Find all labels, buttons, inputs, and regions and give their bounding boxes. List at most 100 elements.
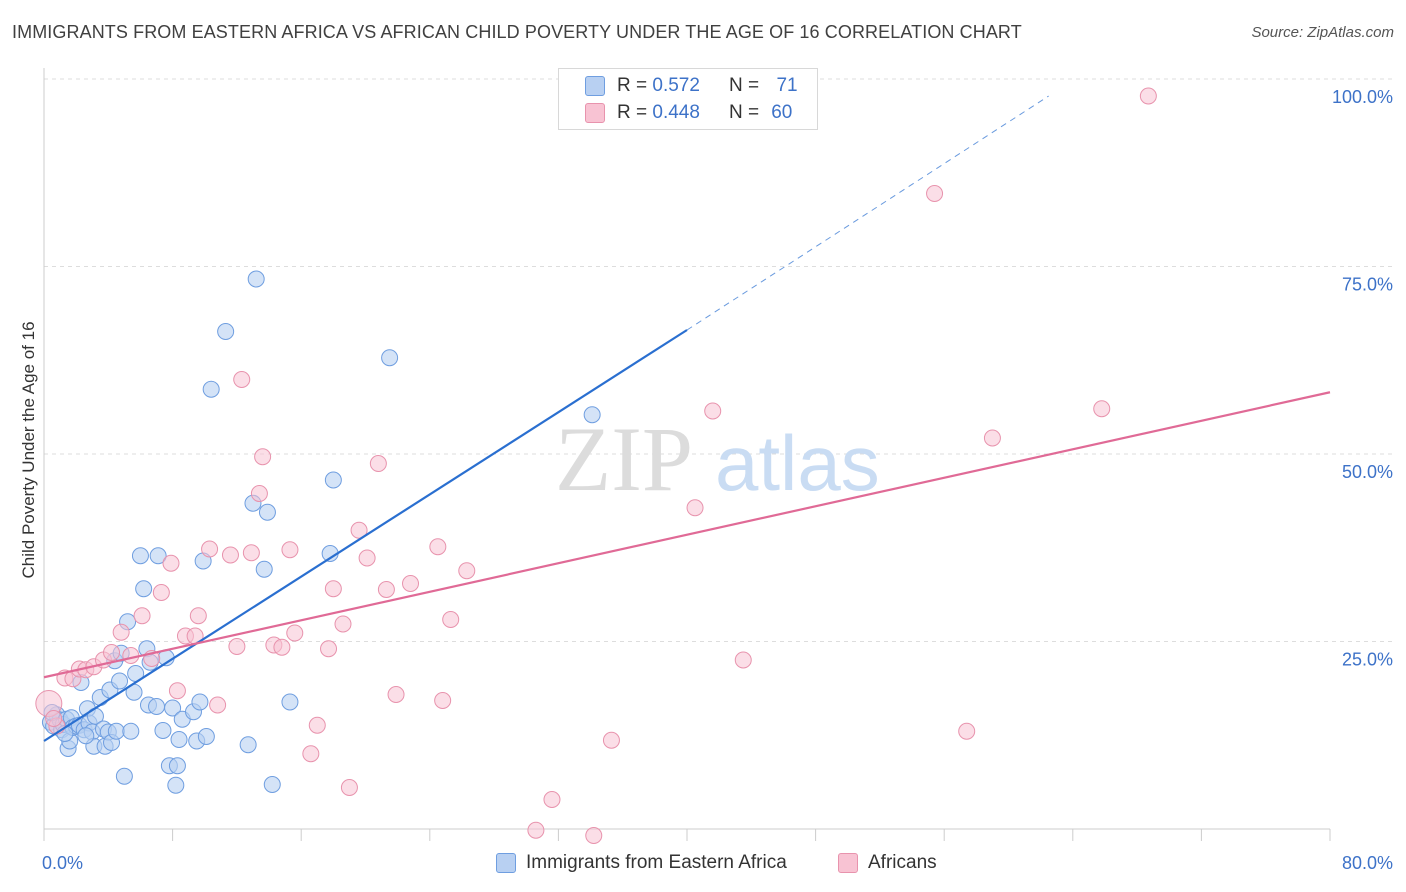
r-label: R = [617,75,648,96]
data-point-eastern-africa [324,471,342,489]
data-point-eastern-africa [168,757,186,775]
data-point-africans [152,584,170,601]
legend-item-eastern-africa: Immigrants from Eastern Africa [496,852,787,874]
legend-label-africans: Africans [868,852,937,873]
legend-row-africans: R = 0.448 N = 60 [585,100,792,126]
data-point-africans [350,521,368,539]
data-point-africans [686,499,704,517]
watermark: ZIP atlas [555,408,880,510]
series-eastern-africa-points [41,270,601,794]
data-point-africans [543,791,561,808]
data-point-africans [429,538,447,556]
watermark-atlas: atlas [715,419,880,507]
data-point-africans [704,402,722,420]
data-point-eastern-africa [167,776,185,794]
data-point-africans [602,731,620,749]
data-point-eastern-africa [217,323,235,340]
data-point-africans [308,716,326,734]
legend-row-eastern-africa: R = 0.572 N = 71 [585,73,798,99]
data-point-africans [334,615,352,633]
data-point-africans [324,580,342,598]
data-point-eastern-africa [191,693,209,711]
legend-swatch-pink [585,103,605,123]
series-legend: Immigrants from Eastern Africa Africans [0,850,1406,880]
legend-item-africans: Africans [838,852,937,874]
data-point-africans [45,710,63,727]
series-africans-points [35,87,1157,844]
data-point-africans [209,696,227,714]
n-value: 60 [771,102,793,123]
data-point-eastern-africa [154,722,172,739]
data-point-africans [734,651,752,669]
data-point-eastern-africa [381,349,399,367]
x-tick-label-min: 0.0% [42,853,83,873]
correlation-legend: R = 0.572 N = 71 R = 0.448 N = 60 [558,68,818,130]
data-point-eastern-africa [197,728,215,745]
trend-line-eastern-africa [43,329,688,742]
data-point-africans [926,185,944,202]
n-label: N = [728,75,760,96]
legend-swatch-pink [838,853,858,873]
data-point-africans [402,575,420,592]
data-point-eastern-africa [122,722,140,740]
data-point-eastern-africa [149,547,167,565]
r-value: 0.448 [652,102,700,123]
data-point-africans [233,371,251,388]
legend-swatch-blue [496,853,516,873]
data-point-eastern-africa [164,699,182,717]
n-value: 71 [776,75,798,96]
tick-labels: 25.0% 50.0% 75.0% 100.0% 0.0% 80.0% [42,87,1393,873]
data-point-africans [958,722,976,740]
legend-swatch-blue [585,76,605,96]
data-point-africans [585,827,603,844]
data-point-africans [434,692,452,709]
data-point-africans [458,562,476,580]
data-point-africans [302,745,320,763]
data-point-eastern-africa [170,731,188,748]
data-point-africans [320,640,338,658]
data-point-eastern-africa [202,380,220,398]
data-point-eastern-africa [255,560,273,578]
data-point-africans [387,686,405,703]
data-point-eastern-africa [247,270,265,288]
data-point-africans [1093,400,1111,418]
y-tick-label: 100.0% [1332,87,1393,107]
y-tick-label: 25.0% [1342,650,1393,670]
data-point-eastern-africa [107,722,125,740]
data-point-eastern-africa [263,776,281,793]
data-point-africans [273,638,291,656]
chart-title: IMMIGRANTS FROM EASTERN AFRICA VS AFRICA… [12,22,1022,42]
data-point-africans [377,581,395,598]
y-tick-label: 50.0% [1342,462,1393,482]
data-point-africans [201,540,219,558]
data-point-eastern-africa [148,698,166,715]
data-point-africans [983,429,1001,447]
data-point-africans [340,779,358,796]
data-point-africans [281,541,299,559]
data-point-eastern-africa [131,547,149,565]
trend-line-africans [43,391,1331,679]
data-point-africans [254,448,272,466]
legend-label-eastern-africa: Immigrants from Eastern Africa [526,852,787,873]
y-tick-label: 75.0% [1342,275,1393,295]
data-point-africans [112,623,130,641]
r-label: R = [617,102,648,123]
trend-lines [43,95,1331,742]
data-point-africans [527,821,545,839]
watermark-zip: ZIP [555,408,693,510]
data-point-eastern-africa [258,503,276,521]
data-point-africans [103,644,121,661]
data-point-eastern-africa [281,693,299,711]
trend-line-eastern-africa-extension [686,95,1049,331]
data-point-africans [242,544,260,562]
source-label: Source: ZipAtlas.com [1251,24,1394,41]
data-point-africans [358,549,376,567]
data-point-africans [442,611,460,628]
r-value: 0.572 [652,75,700,96]
data-point-eastern-africa [239,736,257,754]
data-point-africans [133,607,151,625]
data-point-eastern-africa [111,672,129,690]
data-point-eastern-africa [583,406,601,424]
axes [43,68,1331,841]
